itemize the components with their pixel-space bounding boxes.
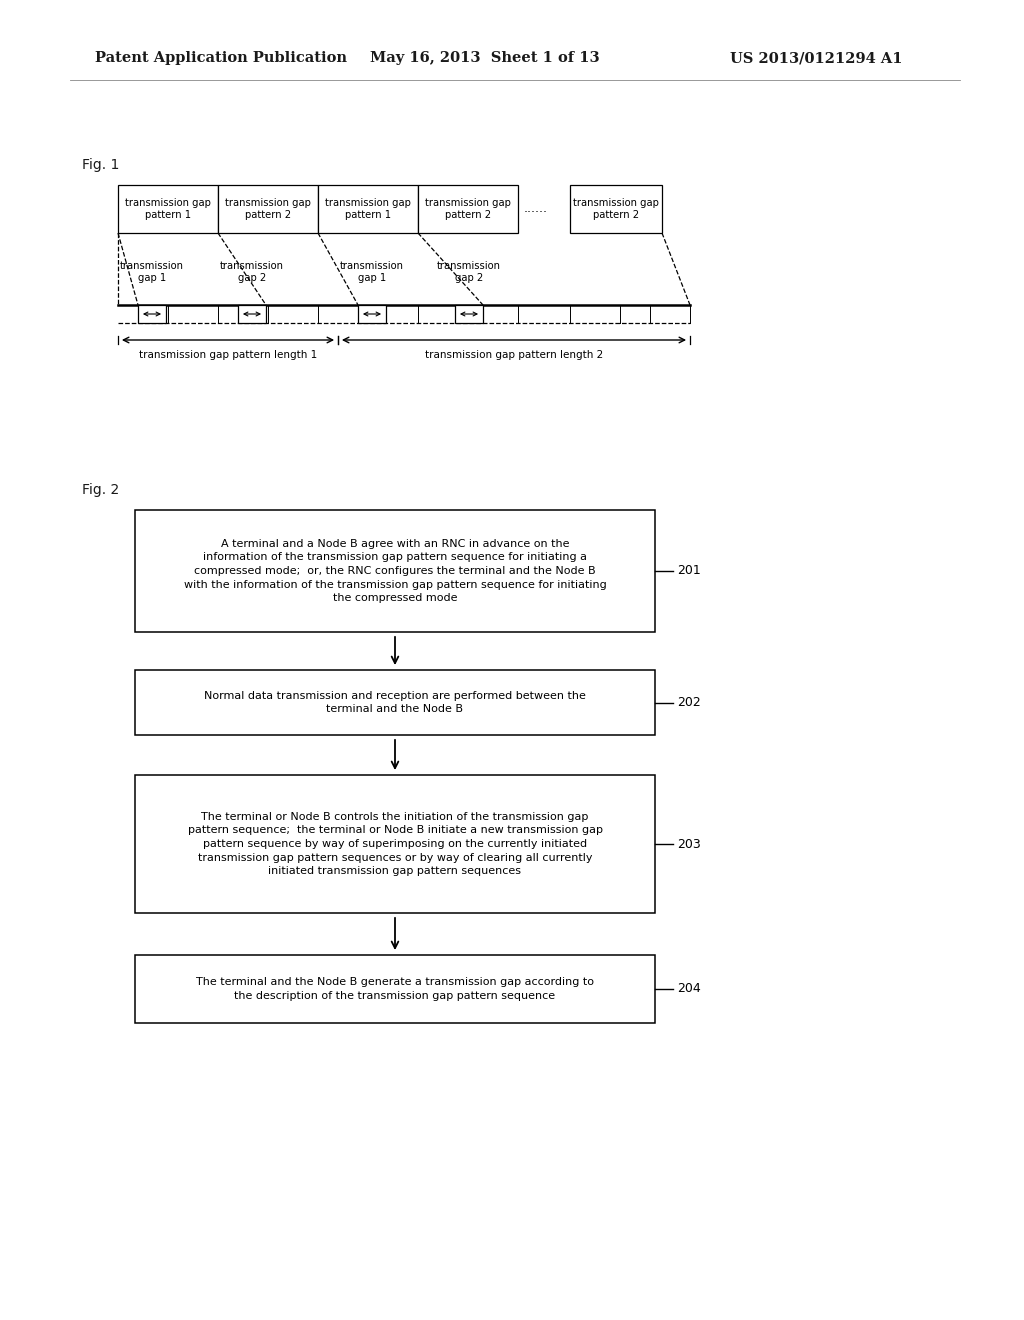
Text: transmission gap pattern length 2: transmission gap pattern length 2: [425, 350, 603, 360]
Bar: [455, 305, 483, 323]
Text: transmission
gap 2: transmission gap 2: [437, 261, 501, 282]
Bar: [238, 305, 266, 323]
Text: US 2013/0121294 A1: US 2013/0121294 A1: [730, 51, 902, 65]
Text: 203: 203: [677, 837, 700, 850]
Text: transmission gap
pattern 1: transmission gap pattern 1: [325, 198, 411, 220]
Text: 204: 204: [677, 982, 700, 995]
Text: May 16, 2013  Sheet 1 of 13: May 16, 2013 Sheet 1 of 13: [370, 51, 600, 65]
Bar: [135, 510, 655, 632]
Text: transmission gap
pattern 2: transmission gap pattern 2: [425, 198, 511, 220]
Text: 201: 201: [677, 565, 700, 578]
Text: transmission
gap 1: transmission gap 1: [120, 261, 184, 282]
Bar: [218, 185, 318, 234]
Bar: [135, 775, 655, 913]
Bar: [135, 954, 655, 1023]
Bar: [118, 185, 218, 234]
Text: transmission gap
pattern 1: transmission gap pattern 1: [125, 198, 211, 220]
Text: transmission gap pattern length 1: transmission gap pattern length 1: [139, 350, 317, 360]
Bar: [318, 185, 418, 234]
Text: ......: ......: [524, 202, 548, 215]
Bar: [358, 305, 386, 323]
Text: The terminal and the Node B generate a transmission gap according to
the descrip: The terminal and the Node B generate a t…: [196, 977, 594, 1001]
Text: transmission gap
pattern 2: transmission gap pattern 2: [573, 198, 658, 220]
Bar: [135, 671, 655, 735]
Bar: [570, 185, 662, 234]
Text: Fig. 2: Fig. 2: [82, 483, 119, 498]
Text: Patent Application Publication: Patent Application Publication: [95, 51, 347, 65]
Text: transmission
gap 1: transmission gap 1: [340, 261, 404, 282]
Text: Fig. 1: Fig. 1: [82, 158, 120, 172]
Text: A terminal and a Node B agree with an RNC in advance on the
information of the t: A terminal and a Node B agree with an RN…: [183, 539, 606, 603]
Text: Normal data transmission and reception are performed between the
terminal and th: Normal data transmission and reception a…: [204, 690, 586, 714]
Text: transmission gap
pattern 2: transmission gap pattern 2: [225, 198, 311, 220]
Text: transmission
gap 2: transmission gap 2: [220, 261, 284, 282]
Bar: [138, 305, 166, 323]
Bar: [418, 185, 518, 234]
Text: The terminal or Node B controls the initiation of the transmission gap
pattern s: The terminal or Node B controls the init…: [187, 812, 602, 876]
Text: 202: 202: [677, 696, 700, 709]
